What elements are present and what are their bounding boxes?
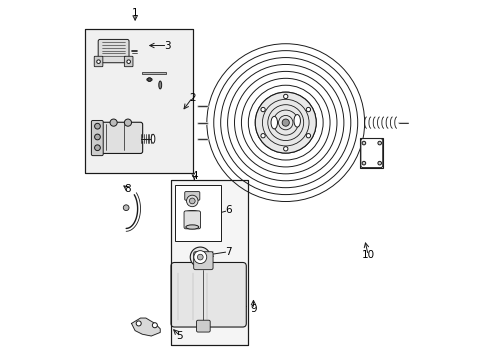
Circle shape [126, 60, 130, 63]
Text: 7: 7 [224, 247, 231, 257]
Text: 8: 8 [124, 184, 131, 194]
FancyBboxPatch shape [193, 252, 213, 270]
Circle shape [362, 141, 365, 145]
Bar [171, 180, 247, 345]
Bar [85, 30, 192, 173]
Bar [171, 180, 247, 345]
Ellipse shape [146, 78, 152, 81]
Circle shape [305, 107, 310, 112]
Circle shape [282, 119, 289, 126]
Text: 10: 10 [361, 250, 374, 260]
FancyBboxPatch shape [360, 139, 382, 168]
Ellipse shape [159, 81, 162, 89]
Bar [142, 72, 165, 74]
Circle shape [94, 123, 100, 129]
Text: 2: 2 [189, 93, 195, 103]
FancyBboxPatch shape [91, 121, 103, 156]
FancyBboxPatch shape [98, 40, 129, 63]
Ellipse shape [185, 225, 198, 229]
Text: 5: 5 [176, 331, 183, 341]
FancyBboxPatch shape [171, 262, 246, 327]
Bar [360, 138, 383, 168]
Circle shape [362, 161, 365, 165]
Circle shape [377, 141, 381, 145]
Text: 4: 4 [191, 171, 197, 181]
Circle shape [97, 60, 100, 63]
Circle shape [261, 107, 264, 112]
Circle shape [147, 78, 151, 81]
Text: 1: 1 [132, 8, 138, 18]
FancyBboxPatch shape [196, 320, 210, 332]
Text: 9: 9 [250, 304, 256, 314]
Text: 6: 6 [224, 206, 231, 216]
Circle shape [197, 254, 203, 260]
Bar [174, 185, 221, 241]
Circle shape [152, 323, 157, 328]
FancyBboxPatch shape [92, 122, 142, 153]
Bar [85, 30, 192, 173]
FancyBboxPatch shape [183, 211, 200, 229]
Circle shape [377, 161, 381, 165]
Circle shape [186, 195, 198, 207]
FancyBboxPatch shape [184, 192, 200, 200]
FancyBboxPatch shape [124, 56, 133, 67]
Circle shape [261, 134, 264, 138]
Circle shape [190, 247, 210, 267]
Text: 3: 3 [164, 41, 170, 50]
Circle shape [94, 134, 100, 140]
Polygon shape [131, 318, 160, 336]
FancyBboxPatch shape [94, 56, 102, 67]
Circle shape [189, 198, 195, 204]
Circle shape [110, 119, 117, 126]
Circle shape [305, 134, 310, 138]
Circle shape [193, 251, 206, 264]
Circle shape [124, 119, 131, 126]
Circle shape [283, 94, 287, 99]
Circle shape [136, 321, 141, 326]
Ellipse shape [185, 211, 199, 215]
Ellipse shape [270, 116, 277, 129]
Circle shape [255, 92, 316, 153]
Ellipse shape [151, 134, 155, 143]
Ellipse shape [293, 114, 300, 127]
Circle shape [123, 205, 129, 211]
Circle shape [94, 145, 100, 150]
Circle shape [283, 147, 287, 151]
